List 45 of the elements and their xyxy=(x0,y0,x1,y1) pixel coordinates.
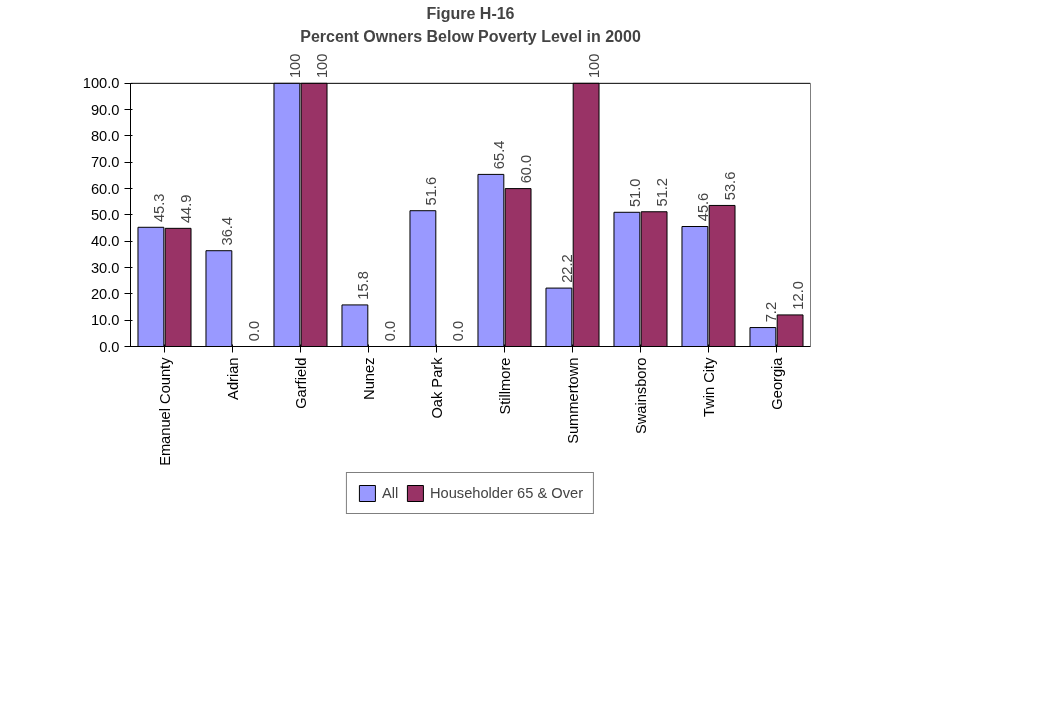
data-label: 15.8 xyxy=(355,271,372,300)
data-label: 100 xyxy=(314,53,331,79)
data-label: 60.0 xyxy=(518,154,535,184)
y-tick-label: 100.0 xyxy=(82,75,120,92)
x-tick-label: Swainsboro xyxy=(632,357,649,435)
x-tick-label: Georgia xyxy=(768,356,785,410)
data-label: 36.4 xyxy=(219,216,236,246)
x-tick-label: Nunez xyxy=(360,357,377,400)
y-tick-label: 30.0 xyxy=(90,259,120,276)
x-tick-label: Twin City xyxy=(700,356,717,417)
y-tick-label: 20.0 xyxy=(90,285,120,302)
y-tick-label: 80.0 xyxy=(90,127,120,144)
data-label: 0.0 xyxy=(450,320,467,342)
data-label: 0.0 xyxy=(382,320,399,342)
legend-label: Householder 65 & Over xyxy=(429,485,584,501)
y-tick-label: 70.0 xyxy=(90,154,120,171)
y-tick-label: 50.0 xyxy=(90,206,120,223)
data-label: 51.2 xyxy=(654,177,671,207)
data-label: 44.9 xyxy=(178,194,195,224)
data-label: 0.0 xyxy=(246,320,263,342)
x-tick-label: Summertown xyxy=(564,357,581,444)
y-tick-label: 0.0 xyxy=(99,338,120,355)
data-label: 100 xyxy=(287,53,304,79)
data-label: 22.2 xyxy=(559,254,576,283)
data-label: 53.6 xyxy=(722,171,739,201)
y-tick-label: 60.0 xyxy=(90,180,120,197)
y-tick-label: 40.0 xyxy=(90,233,120,250)
y-tick-label: 90.0 xyxy=(90,101,120,118)
x-tick-label: Adrian xyxy=(224,357,241,400)
x-tick-label: Emanuel County xyxy=(156,356,173,466)
data-label: 51.0 xyxy=(627,178,644,208)
data-label: 7.2 xyxy=(763,301,780,323)
data-label: 100 xyxy=(586,53,603,79)
chart-title: Figure H-16 xyxy=(426,4,515,22)
data-label: 65.4 xyxy=(491,140,508,170)
data-label: 45.6 xyxy=(695,192,712,222)
chart-subtitle: Percent Owners Below Poverty Level in 2000 xyxy=(300,27,641,45)
data-label: 12.0 xyxy=(790,281,807,310)
legend-label: All xyxy=(381,485,400,501)
x-tick-label: Garfield xyxy=(292,357,309,409)
y-tick-label: 10.0 xyxy=(90,312,120,329)
data-label: 51.6 xyxy=(423,176,440,206)
x-tick-label: Oak Park xyxy=(428,356,445,419)
data-label: 45.3 xyxy=(151,193,168,223)
x-tick-label: Stillmore xyxy=(496,357,513,415)
